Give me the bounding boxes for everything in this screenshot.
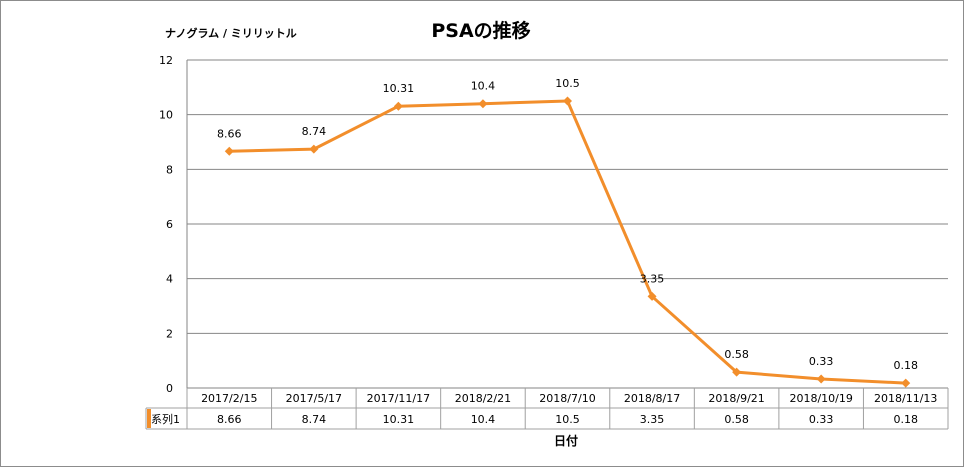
y-axis-ticks: 0 2 4 6 8 10 12 — [159, 54, 173, 395]
data-label: 8.74 — [302, 125, 327, 138]
data-label: 0.58 — [724, 348, 749, 361]
x-tick-label: 2018/2/21 — [455, 392, 511, 405]
chart-title: PSAの推移 — [431, 19, 530, 42]
table-cell: 0.18 — [893, 413, 918, 426]
data-labels: 8.66 8.74 10.31 10.4 10.5 3.35 0.58 0.33 0.18 — [217, 77, 918, 372]
series-line — [224, 96, 911, 388]
y-axis-label: ナノグラム / ミリリットル — [165, 26, 297, 40]
table-cell: 3.35 — [640, 413, 665, 426]
data-point-marker — [393, 101, 403, 111]
data-label: 0.18 — [893, 359, 918, 372]
y-tick-label: 0 — [166, 382, 173, 395]
data-label: 8.66 — [217, 127, 242, 140]
x-tick-label: 2018/7/10 — [539, 392, 595, 405]
data-point-marker — [816, 374, 826, 384]
data-label: 10.5 — [555, 77, 580, 90]
table-series-name: 系列1 — [151, 412, 180, 426]
data-point-marker — [732, 367, 742, 377]
table-cell: 10.4 — [471, 413, 496, 426]
y-tick-label: 12 — [159, 54, 173, 67]
data-label: 3.35 — [640, 272, 665, 285]
x-tick-label: 2017/11/17 — [367, 392, 430, 405]
y-tick-label: 8 — [166, 163, 173, 176]
data-point-marker — [309, 144, 319, 154]
data-point-marker — [647, 291, 657, 301]
data-label: 10.4 — [471, 80, 496, 93]
x-tick-label: 2018/11/13 — [874, 392, 937, 405]
series-line-path — [227, 99, 908, 385]
table-cell: 8.66 — [217, 413, 242, 426]
data-point-marker — [563, 96, 572, 106]
y-tick-label: 6 — [166, 218, 173, 231]
data-point-marker — [224, 146, 234, 156]
table-cell: 10.5 — [555, 413, 580, 426]
data-point-marker — [478, 99, 488, 109]
x-tick-label: 2017/5/17 — [286, 392, 342, 405]
data-label: 0.33 — [809, 355, 834, 368]
data-label: 10.31 — [383, 82, 415, 95]
table-cell: 10.31 — [383, 413, 415, 426]
x-axis-label: 日付 — [554, 433, 578, 448]
legend-key — [147, 409, 151, 428]
y-tick-label: 4 — [166, 273, 173, 286]
gridlines — [186, 59, 948, 389]
table-cell: 0.58 — [724, 413, 749, 426]
y-tick-label: 10 — [159, 109, 173, 122]
y-tick-label: 2 — [166, 327, 173, 340]
x-tick-label: 2017/2/15 — [201, 392, 257, 405]
data-point-marker — [901, 378, 911, 388]
table-cell: 0.33 — [809, 413, 834, 426]
data-table: 2017/2/15 2017/5/17 2017/11/17 2018/2/21 201… — [145, 388, 949, 430]
x-tick-label: 2018/9/21 — [708, 392, 764, 405]
x-tick-label: 2018/10/19 — [789, 392, 852, 405]
x-tick-label: 2018/8/17 — [624, 392, 680, 405]
table-cell: 8.74 — [302, 413, 327, 426]
